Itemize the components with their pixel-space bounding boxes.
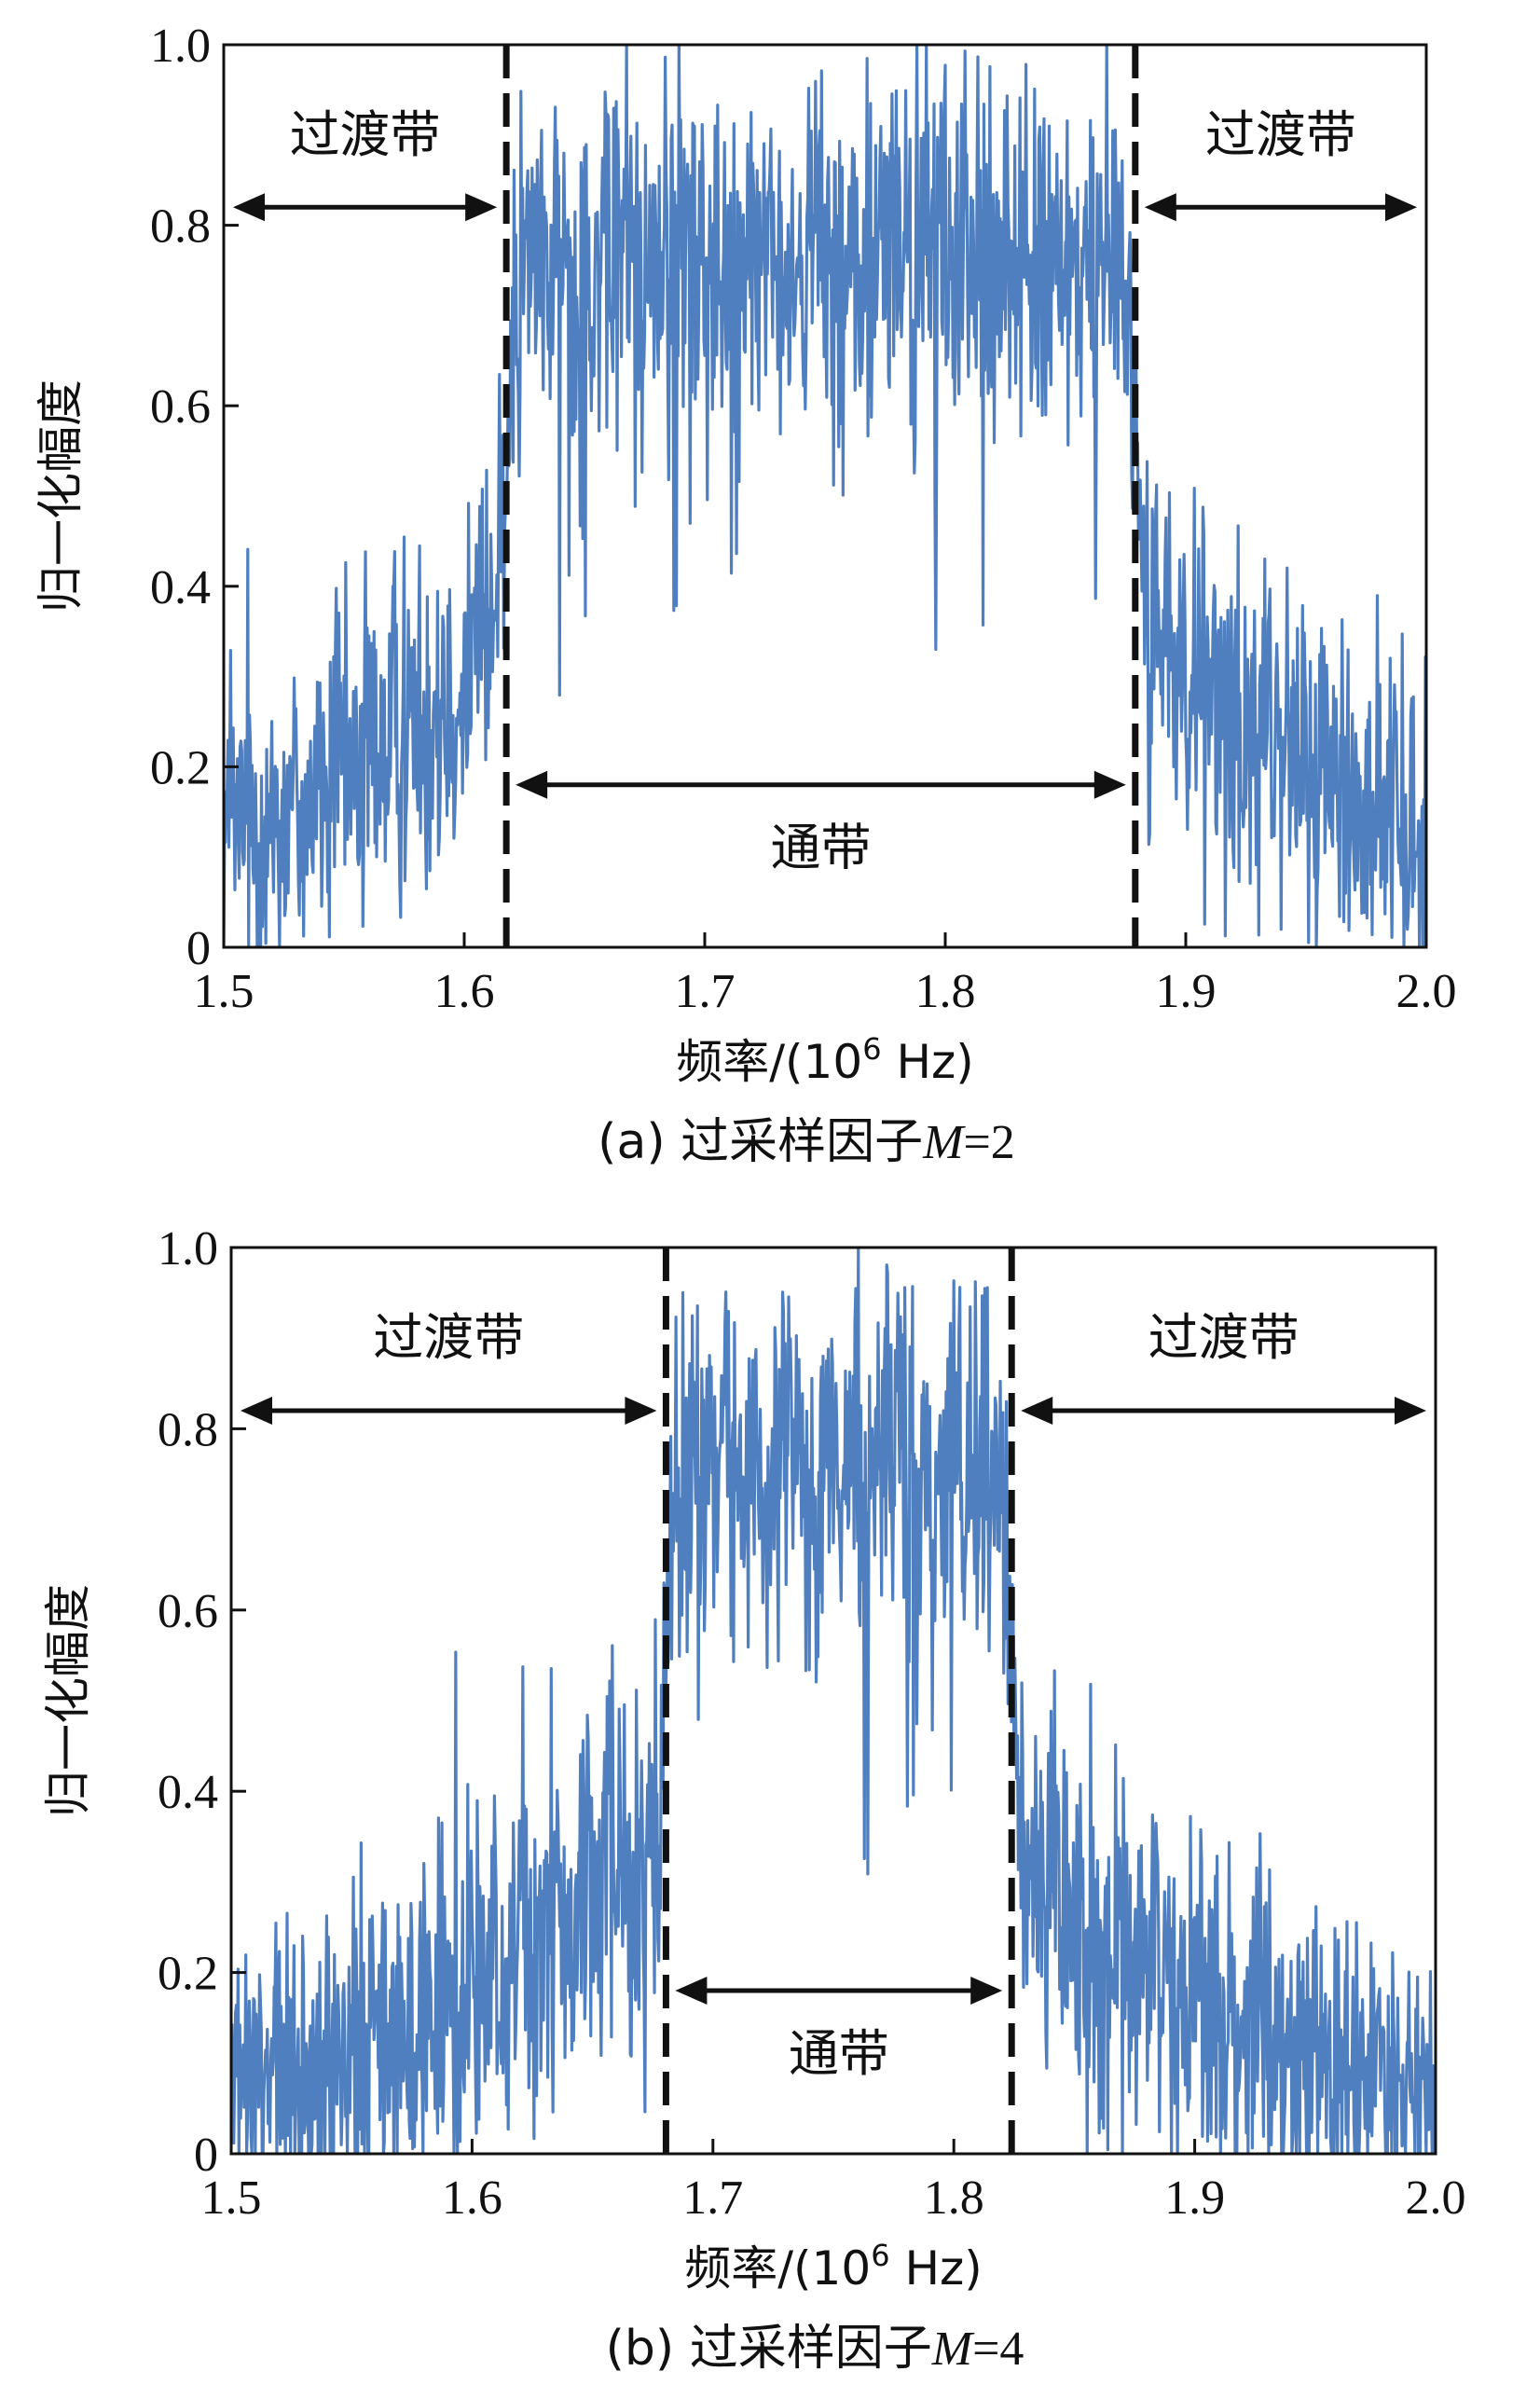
transition-right-arrow-head-left	[1021, 1396, 1053, 1425]
y-tick-label: 0	[186, 922, 211, 975]
transition-left-arrow-head-right	[465, 193, 498, 222]
x-axis-title-sup: 6	[862, 1031, 881, 1067]
x-tick-label: 1.6	[442, 2171, 502, 2225]
transition-left-label: 过渡带	[290, 105, 441, 164]
y-tick-label: 0	[194, 2129, 218, 2182]
x-tick-label: 2.0	[1396, 965, 1457, 1018]
plot-frame	[229, 1246, 1437, 2156]
caption-var: M	[931, 2323, 975, 2376]
plot-frame	[222, 43, 1428, 949]
panel-caption: (b) 过采样因子M=4	[606, 2321, 1024, 2377]
y-tick-label: 0.8	[150, 200, 211, 254]
x-axis-title: 频率/(106 Hz)	[676, 1031, 974, 1089]
caption-var: M	[922, 1116, 966, 1169]
panel-caption: (a) 过采样因子M=2	[598, 1114, 1015, 1170]
panel-a: 1.5 1.6 1.7 1.8 1.9 2.0 0 0.2 0.4 0.6 0.8 1.0 归一化幅度频…	[34, 20, 1457, 1170]
caption-suffix: =2	[963, 1116, 1014, 1169]
transition-right-arrow-head-right	[1395, 1396, 1426, 1425]
x-tick-label: 1.7	[682, 2171, 743, 2225]
y-tick-label: 0.8	[158, 1403, 218, 1456]
caption-prefix: (a) 过采样因子	[598, 1114, 923, 1170]
transition-left-arrow	[241, 1396, 657, 1425]
x-tick-label: 1.7	[675, 965, 736, 1018]
transition-right-label: 过渡带	[1205, 105, 1356, 164]
transition-left-label: 过渡带	[373, 1308, 524, 1367]
x-tick-label: 1.9	[1156, 965, 1217, 1018]
y-axis-title: 归一化幅度	[41, 1584, 95, 1817]
y-axis-title: 归一化幅度	[34, 379, 88, 613]
x-tick-label: 1.9	[1164, 2171, 1225, 2225]
x-tick-label: 1.5	[201, 2171, 262, 2225]
transition-left-arrow	[233, 193, 498, 222]
y-tick-label: 0.6	[158, 1585, 218, 1638]
passband-arrow	[516, 770, 1126, 799]
caption-prefix: (b) 过采样因子	[606, 2321, 932, 2377]
y-tick-label: 1.0	[158, 1222, 218, 1275]
x-tick-label: 1.8	[924, 2171, 984, 2225]
passband-arrow-head-right	[1093, 770, 1126, 799]
spectrum-series	[231, 1248, 1436, 2154]
y-tick-label: 1.0	[150, 20, 211, 73]
y-tick-label: 0.2	[158, 1948, 218, 2001]
x-tick-label: 1.8	[915, 965, 976, 1018]
transition-right-label: 过渡带	[1148, 1308, 1299, 1367]
x-axis-title-main: 频率/(10	[676, 1035, 862, 1089]
x-axis-title-main: 频率/(10	[684, 2241, 871, 2295]
transition-right-arrow	[1144, 193, 1417, 222]
transition-right-arrow	[1021, 1396, 1426, 1425]
y-tick-label: 0.2	[150, 741, 211, 794]
y-tick-label: 0.6	[150, 380, 211, 434]
transition-left-arrow-head-left	[233, 193, 265, 222]
x-axis-title-sup: 6	[871, 2238, 889, 2273]
panel-b: 1.5 1.6 1.7 1.8 1.9 2.0 0 0.2 0.4 0.6 0.8 1.0 归一化幅度频…	[41, 1222, 1466, 2377]
transition-right-arrow-head-right	[1385, 193, 1417, 222]
x-tick-label: 2.0	[1406, 2171, 1466, 2225]
spectrum-series	[224, 45, 1426, 947]
passband-arrow-head-left	[516, 770, 548, 799]
x-tick-label: 1.6	[434, 965, 495, 1018]
transition-right-arrow-head-left	[1144, 193, 1176, 222]
passband-label: 通带	[789, 2024, 889, 2083]
x-tick-label: 1.5	[194, 965, 254, 1018]
x-axis-title-tail: Hz)	[890, 2241, 983, 2295]
passband-arrow	[675, 1977, 1003, 2006]
x-axis-title-tail: Hz)	[882, 1035, 974, 1089]
caption-suffix: =4	[972, 2323, 1024, 2376]
y-tick-label: 0.4	[150, 561, 211, 614]
passband-arrow-head-right	[970, 1977, 1003, 2006]
transition-left-arrow-head-left	[241, 1396, 272, 1425]
y-tick-label: 0.4	[158, 1766, 218, 1819]
passband-label: 通带	[770, 819, 871, 877]
passband-arrow-head-left	[675, 1977, 708, 2006]
x-axis-title: 频率/(106 Hz)	[684, 2238, 983, 2295]
transition-left-arrow-head-right	[625, 1396, 657, 1425]
